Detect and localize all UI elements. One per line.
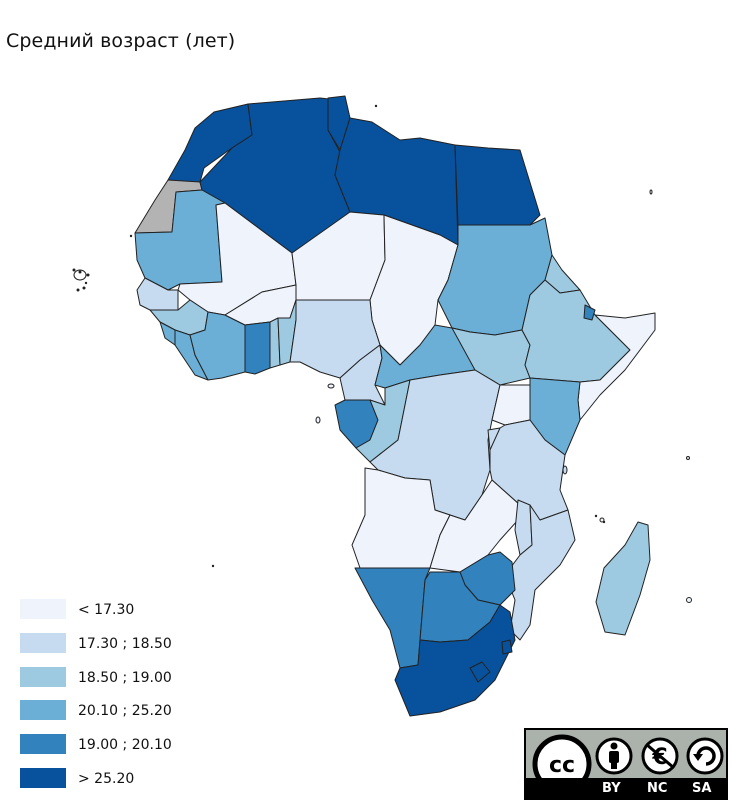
cc-icon-text: cc xyxy=(549,753,575,778)
legend-swatch-4 xyxy=(20,700,66,720)
region-madagascar xyxy=(595,521,651,636)
region-ghana xyxy=(244,321,271,375)
region-mauritania xyxy=(134,189,226,291)
region-mozambique xyxy=(504,504,576,641)
island-sao-tome xyxy=(327,383,335,389)
cc-license-badge: cc € BY NC SA xyxy=(524,728,728,800)
sharealike-icon xyxy=(686,737,724,775)
legend-label-6: > 25.20 xyxy=(78,771,135,787)
legend-label-3: 18.50 ; 19.00 xyxy=(78,670,172,686)
island-seychelles xyxy=(686,456,690,460)
legend-label-1: < 17.30 xyxy=(78,602,135,618)
legend-swatch-2 xyxy=(20,633,66,653)
cc-label-strip xyxy=(526,778,726,798)
cc-by-label: BY xyxy=(602,781,621,796)
cc-sa-label: SA xyxy=(692,781,712,796)
legend-swatch-6 xyxy=(20,768,66,788)
cape-verde-dots xyxy=(72,104,606,568)
legend-item-3: 18.50 ; 19.00 xyxy=(20,667,240,689)
region-eswatini xyxy=(501,639,513,655)
island-socotra xyxy=(649,189,653,195)
region-lesotho xyxy=(469,661,491,683)
island-cape-verde xyxy=(73,269,87,281)
legend-swatch-1 xyxy=(20,599,66,619)
legend-swatch-3 xyxy=(20,667,66,687)
island-bioko xyxy=(315,416,321,424)
region-egypt xyxy=(454,144,541,226)
legend-item-2: 17.30 ; 18.50 xyxy=(20,633,240,655)
region-djibouti xyxy=(583,304,596,321)
region-somalia xyxy=(577,312,656,421)
island-zanzibar xyxy=(562,465,568,475)
map-title: Средний возраст (лет) xyxy=(6,30,236,52)
legend-item-6: > 25.20 xyxy=(20,768,240,790)
legend-label-2: 17.30 ; 18.50 xyxy=(78,636,172,652)
island-mauritius xyxy=(686,597,692,603)
legend-item-1: < 17.30 xyxy=(20,599,240,621)
region-south-africa xyxy=(394,604,516,717)
cc-nc-label: NC xyxy=(647,781,668,796)
legend-swatch-5 xyxy=(20,734,66,754)
legend-item-5: 19.00 ; 20.10 xyxy=(20,734,240,756)
legend-label-5: 19.00 ; 20.10 xyxy=(78,737,172,753)
legend-label-4: 20.10 ; 25.20 xyxy=(78,703,172,719)
region-senegal xyxy=(136,277,179,311)
island-comoros xyxy=(599,517,605,523)
legend-item-4: 20.10 ; 25.20 xyxy=(20,700,240,722)
cc-icons: cc € xyxy=(532,734,724,794)
